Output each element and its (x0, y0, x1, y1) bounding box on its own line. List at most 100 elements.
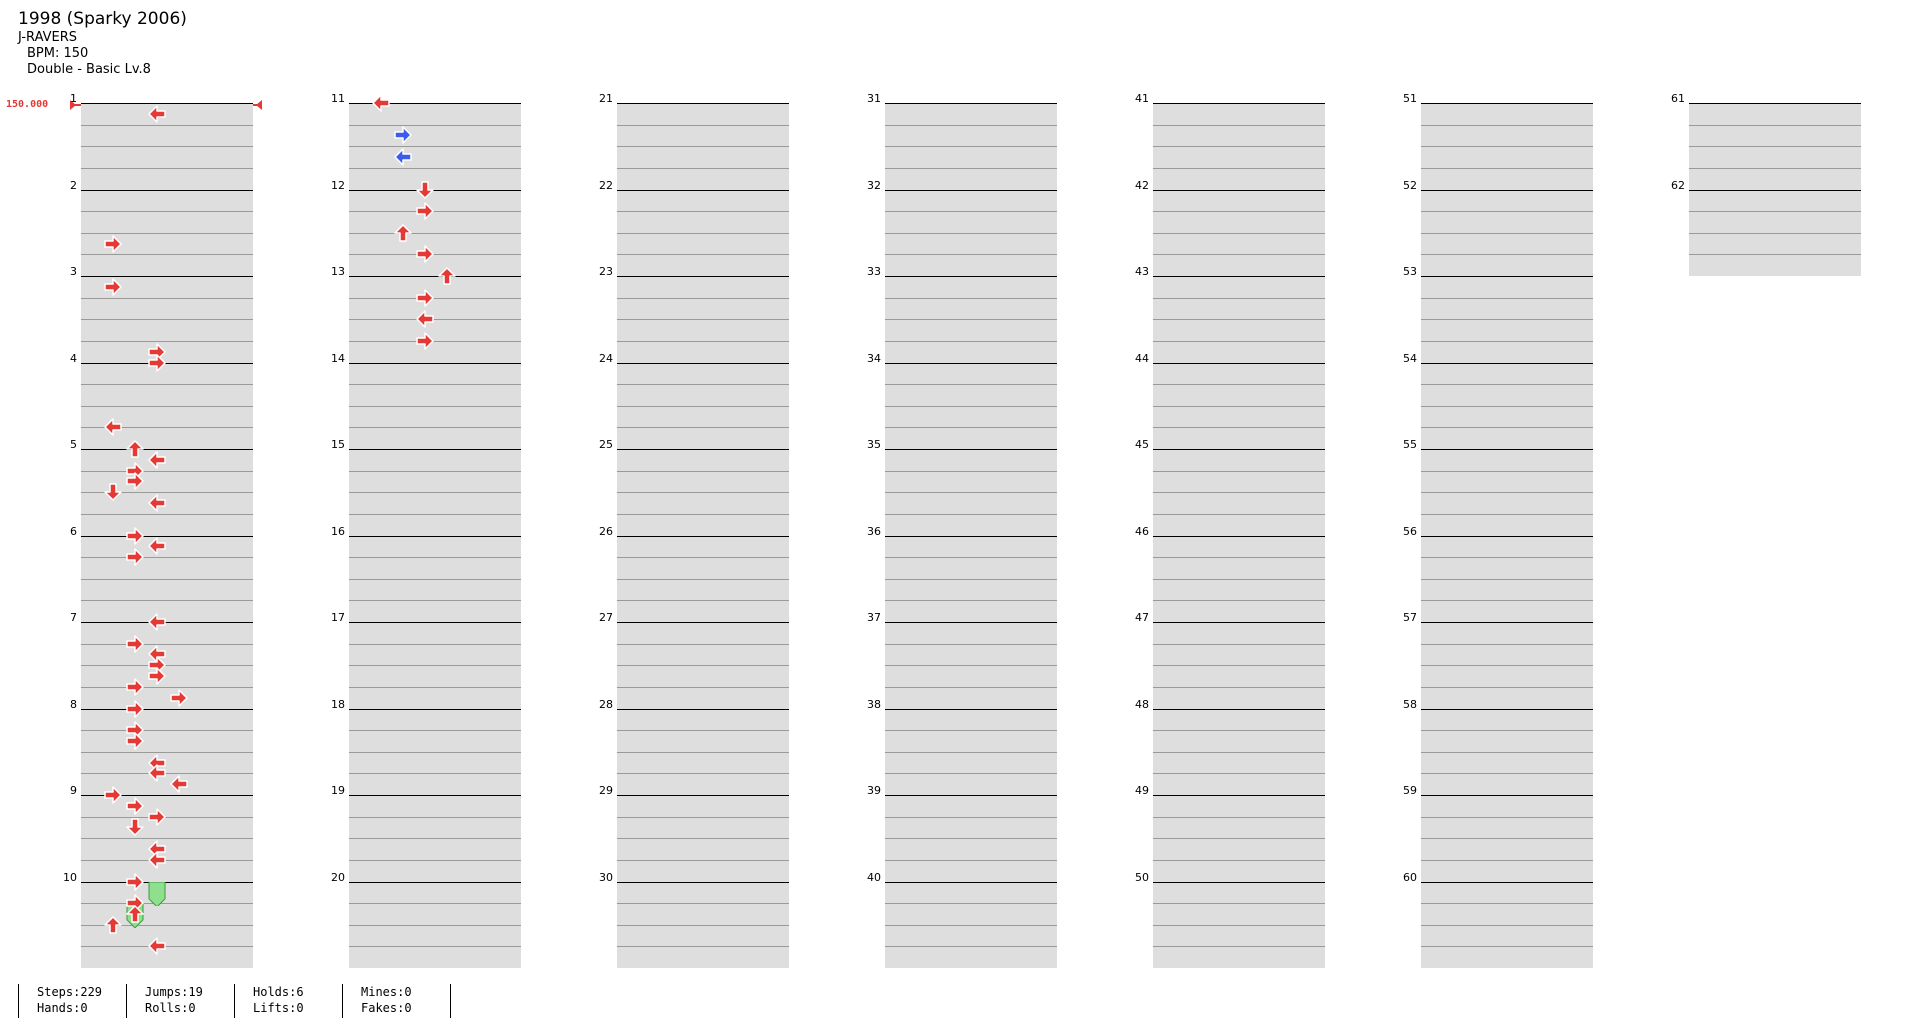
arrow-right-icon (415, 244, 435, 264)
beat-band (885, 493, 1057, 515)
beat-band (349, 277, 521, 298)
beat-band (617, 623, 789, 644)
measure: 10 (63, 871, 253, 969)
beat-band (885, 882, 1057, 904)
measure: 32 (867, 179, 1057, 277)
beat-band (885, 666, 1057, 688)
stat-holds: Holds:6 (253, 985, 304, 999)
measure-number: 30 (599, 870, 613, 884)
stat-rolls: Rolls:0 (145, 1001, 196, 1015)
measure: 24 (599, 352, 789, 450)
arrow-left-icon (147, 763, 167, 783)
measure: 21 (599, 93, 789, 190)
arrow-left-icon (415, 309, 435, 329)
measure-line (885, 189, 1057, 191)
measure: 9 (70, 785, 253, 882)
measure-line (349, 708, 521, 710)
measure: 8 (70, 698, 253, 796)
measure-number: 24 (599, 351, 613, 365)
beat-line (1153, 946, 1325, 948)
beat-line (349, 319, 521, 321)
beat-band (1421, 925, 1593, 947)
measure: 38 (867, 698, 1057, 796)
beat-line (81, 686, 253, 688)
beat-line (349, 600, 521, 602)
beat-band (349, 320, 521, 342)
beat-line (1689, 167, 1861, 169)
beat-band (885, 212, 1057, 234)
measure: 56 (1403, 525, 1593, 623)
beat-band (349, 255, 521, 277)
beat-band (1421, 796, 1593, 817)
arrow-right-icon (125, 634, 145, 654)
measure-number: 18 (331, 697, 345, 711)
beat-band (349, 471, 521, 493)
beat-band (349, 623, 521, 644)
beat-line (349, 838, 521, 840)
beat-line (1421, 838, 1593, 840)
measure-number: 43 (1135, 265, 1149, 278)
beat-line (885, 340, 1057, 342)
beat-line (1421, 254, 1593, 256)
beat-line (349, 946, 521, 948)
measure-line (1689, 103, 1861, 104)
beat-line (81, 254, 253, 256)
beat-line (617, 470, 789, 472)
beat-line (885, 686, 1057, 688)
beat-line (617, 254, 789, 256)
beat-line (1421, 405, 1593, 407)
beat-line (1421, 384, 1593, 386)
beat-line (349, 427, 521, 429)
beat-line (885, 124, 1057, 126)
beat-band (81, 233, 253, 255)
measure-number: 4 (70, 351, 77, 365)
measure-line (1153, 103, 1325, 104)
beat-band (349, 947, 521, 969)
beat-line (885, 297, 1057, 299)
beat-band (1689, 168, 1861, 190)
bpm-label: BPM: 150 (27, 46, 89, 61)
beat-band (1153, 947, 1325, 969)
beat-band (1421, 904, 1593, 926)
beat-line (617, 665, 789, 667)
beat-band (349, 558, 521, 580)
beat-line (617, 859, 789, 861)
beat-line (885, 730, 1057, 732)
measure-number: 46 (1135, 524, 1149, 538)
measure-line (349, 276, 521, 277)
beat-line (349, 730, 521, 732)
beat-band (1421, 104, 1593, 125)
measure: 29 (599, 785, 789, 882)
measure-number: 54 (1403, 351, 1417, 365)
beat-band (1421, 341, 1593, 363)
measure-number: 16 (331, 524, 345, 538)
beat-band (349, 147, 521, 169)
beat-band (1421, 687, 1593, 709)
beat-band (81, 190, 253, 212)
beat-band (81, 147, 253, 169)
beat-band (1153, 731, 1325, 753)
beat-line (617, 730, 789, 732)
beat-band (885, 363, 1057, 385)
measure-number: 13 (331, 265, 345, 278)
beat-band (1421, 363, 1593, 385)
arrow-right-icon (125, 677, 145, 697)
beat-band (885, 925, 1057, 947)
arrow-up-icon (103, 915, 123, 935)
beat-line (1153, 232, 1325, 234)
measure-line (81, 622, 253, 623)
beat-band (617, 752, 789, 774)
arrow-right-icon (147, 807, 167, 827)
measure: 54 (1403, 352, 1593, 450)
beat-line (1421, 665, 1593, 667)
arrow-right-icon (103, 277, 123, 297)
measure-line (617, 189, 789, 191)
beat-line (1153, 686, 1325, 688)
measure-line (885, 622, 1057, 623)
arrow-down-icon (125, 817, 145, 837)
beat-line (81, 427, 253, 429)
beat-band (1153, 428, 1325, 450)
arrow-right-icon (125, 731, 145, 751)
arrow-up-icon (393, 223, 413, 243)
measure-number: 36 (867, 524, 881, 538)
